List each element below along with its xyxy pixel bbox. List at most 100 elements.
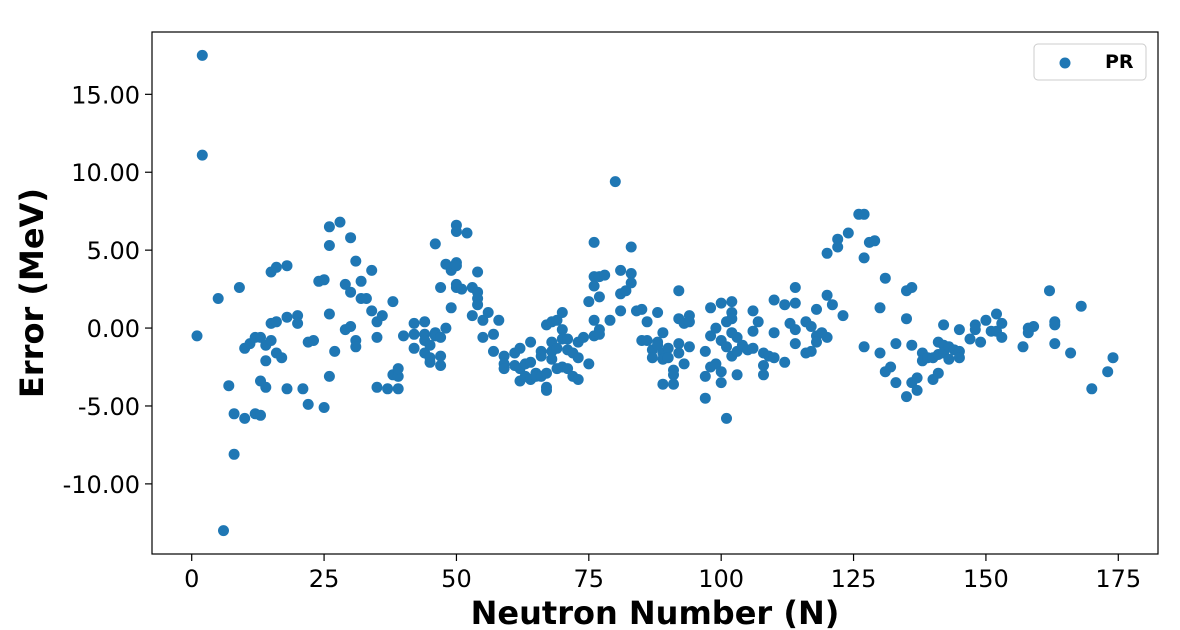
data-point: [281, 260, 293, 272]
data-point: [572, 352, 584, 364]
data-point: [546, 353, 558, 365]
data-point: [715, 297, 727, 309]
data-point: [196, 49, 208, 61]
data-point: [212, 293, 224, 304]
data-point: [366, 305, 378, 317]
data-point: [731, 369, 743, 381]
data-point: [196, 149, 208, 161]
data-point: [551, 314, 563, 326]
data-point: [615, 305, 627, 317]
data-point: [789, 282, 801, 293]
x-axis: 0 25 50 75 100 125 150 175: [184, 554, 1141, 593]
data-point: [710, 358, 722, 370]
data-point: [191, 330, 203, 342]
data-point: [551, 342, 563, 354]
data-point: [456, 283, 468, 295]
data-point: [911, 372, 923, 384]
data-point: [673, 338, 685, 350]
data-point: [747, 305, 759, 317]
data-point: [885, 361, 897, 373]
data-point: [371, 331, 383, 343]
data-point: [964, 333, 976, 345]
data-point: [281, 383, 293, 395]
data-point: [535, 350, 547, 362]
data-point: [657, 327, 669, 339]
data-point: [477, 331, 489, 343]
data-point: [408, 328, 420, 340]
data-point: [541, 367, 552, 379]
data-point: [668, 378, 679, 390]
x-tick-label: 175: [1095, 565, 1141, 593]
data-point: [398, 330, 409, 342]
data-point: [392, 383, 404, 395]
data-point: [318, 274, 330, 286]
data-point: [953, 352, 965, 364]
data-point: [821, 289, 833, 301]
data-point: [583, 358, 595, 370]
data-point: [419, 316, 431, 328]
data-point: [345, 286, 357, 298]
data-point: [673, 347, 685, 359]
data-point: [323, 370, 335, 382]
data-point: [450, 226, 462, 237]
x-axis-label: Neutron Number (N): [471, 594, 840, 630]
data-point: [996, 317, 1008, 329]
data-point: [832, 241, 844, 253]
data-point: [932, 367, 944, 379]
data-point: [811, 336, 822, 348]
data-point: [276, 352, 288, 364]
x-tick-label: 25: [309, 565, 340, 593]
data-point: [228, 408, 240, 420]
data-point: [599, 269, 611, 281]
data-point: [715, 377, 727, 389]
data-point: [768, 327, 780, 339]
data-point: [837, 310, 849, 322]
data-point: [218, 525, 229, 537]
data-point: [392, 363, 404, 375]
data-point: [890, 377, 902, 389]
data-point: [678, 358, 690, 370]
x-tick-label: 100: [698, 565, 744, 593]
legend-marker: [1059, 57, 1071, 69]
data-point: [265, 335, 277, 346]
data-point: [842, 227, 854, 239]
data-point: [779, 299, 791, 311]
data-point: [482, 307, 494, 318]
x-tick-label: 50: [441, 565, 472, 593]
data-point: [1102, 366, 1114, 378]
y-tick-label: -10.00: [63, 471, 140, 499]
data-point: [652, 307, 664, 318]
data-point: [376, 310, 388, 322]
data-point: [662, 352, 674, 364]
data-point: [911, 384, 923, 396]
data-point: [604, 314, 616, 326]
data-point: [646, 352, 658, 364]
data-point: [429, 238, 441, 250]
data-points: [191, 49, 1119, 537]
data-point: [811, 303, 822, 315]
data-point: [329, 345, 341, 357]
data-point: [705, 330, 717, 342]
data-point: [975, 336, 987, 348]
y-axis: -10.00 -5.00 0.00 5.00 10.00 15.00: [63, 81, 152, 499]
data-point: [710, 322, 722, 334]
data-point: [620, 285, 632, 297]
data-point: [366, 264, 378, 276]
data-point: [556, 324, 568, 336]
data-point: [588, 280, 600, 292]
data-point: [498, 350, 510, 362]
data-point: [768, 294, 780, 306]
data-point: [382, 383, 394, 395]
data-point: [615, 264, 627, 276]
data-point: [498, 363, 510, 375]
data-point: [424, 339, 436, 351]
data-point: [323, 240, 335, 251]
data-point: [673, 285, 685, 297]
data-point: [869, 235, 881, 247]
data-point: [609, 176, 621, 188]
data-point: [768, 352, 780, 364]
data-point: [858, 208, 870, 220]
data-point: [715, 366, 727, 378]
